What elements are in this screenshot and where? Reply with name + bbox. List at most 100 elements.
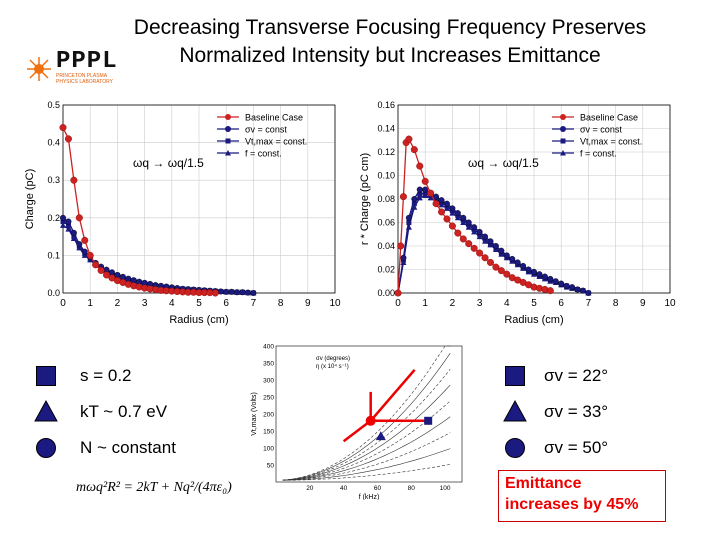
- diagram-y-tick: 100: [263, 446, 274, 453]
- data-point: [130, 277, 137, 284]
- diagram-y-label: Vt,max (Volts): [251, 392, 258, 436]
- data-point: [234, 289, 241, 296]
- data-point: [558, 280, 565, 287]
- param-n: N ~ constant: [80, 438, 176, 457]
- data-point: [536, 271, 543, 278]
- diagram-x-label: f (kHz): [359, 494, 380, 500]
- data-point: [541, 273, 548, 280]
- x-tick-label: 7: [586, 298, 592, 309]
- sigma-22: σv = 22°: [544, 366, 609, 385]
- data-point: [443, 200, 450, 207]
- data-point: [228, 288, 235, 295]
- data-point: [421, 177, 429, 185]
- frequency-diagram: 400 350 300 250 200 150 100 50 20 40 60 80 100 Vt,max…: [251, 344, 463, 500]
- diagram-y-tick: 250: [263, 395, 274, 402]
- data-point: [525, 266, 532, 273]
- diagram-curve: [282, 353, 451, 481]
- legend-entry: σv = const: [245, 125, 287, 135]
- y-tick-label: 0.00: [377, 288, 395, 298]
- param-kt: kT ~ 0.7 eV: [80, 402, 168, 421]
- x-tick-label: 5: [196, 298, 202, 309]
- y-tick-label: 0.04: [377, 241, 395, 251]
- annotation-label: ωq → ωq/1.5: [468, 156, 539, 170]
- square-marker: [36, 366, 56, 386]
- emittance-line-2: increases by 45%: [505, 496, 639, 513]
- x-tick-label: 8: [278, 298, 284, 309]
- data-point: [239, 289, 246, 296]
- x-tick-label: 0: [60, 298, 66, 309]
- legend-entry: Vt,max = const.: [245, 137, 307, 147]
- y-tick-label: 0.06: [377, 218, 395, 228]
- data-point: [65, 218, 72, 225]
- formula-text: mωq²R² = 2kT + Nq²/(4πε₀): [76, 480, 232, 495]
- x-tick-label: 1: [422, 298, 428, 309]
- data-point: [454, 210, 461, 217]
- data-point: [492, 263, 500, 271]
- emittance-line-1: Emittance: [505, 475, 582, 492]
- data-point: [563, 282, 570, 289]
- diagram-legend-2: η (x 10⁴ s⁻¹): [316, 363, 349, 370]
- legend-entry: Vt,max = const.: [580, 137, 642, 147]
- diagram-y-tick: 150: [263, 429, 274, 436]
- data-point: [97, 266, 105, 274]
- x-tick-label: 2: [115, 298, 121, 309]
- data-point: [411, 201, 417, 207]
- data-point: [574, 286, 581, 293]
- data-point: [244, 289, 251, 296]
- data-point: [92, 261, 100, 269]
- diagram-x-tick: 100: [440, 485, 451, 492]
- data-point: [465, 219, 472, 226]
- data-point: [416, 194, 423, 201]
- triangle-point: [375, 431, 386, 441]
- diagram-x-tick: 40: [340, 485, 348, 492]
- red-point: [365, 415, 376, 426]
- data-point: [443, 215, 451, 223]
- data-point: [71, 234, 77, 240]
- data-point: [416, 162, 424, 170]
- sigma-50: σv = 50°: [544, 438, 609, 457]
- data-point: [497, 267, 505, 275]
- data-point: [498, 247, 505, 254]
- x-tick-label: 9: [305, 298, 311, 309]
- data-point: [487, 238, 494, 245]
- triangle-marker: [34, 400, 58, 422]
- data-point: [250, 289, 257, 296]
- y-tick-label: 0.14: [377, 124, 395, 134]
- data-point: [64, 135, 72, 143]
- legend-entry: f = const.: [245, 149, 282, 159]
- data-point: [530, 268, 537, 275]
- legend-marker: [225, 138, 231, 144]
- y-tick-label: 0.10: [377, 171, 395, 181]
- legend-marker: [560, 138, 566, 144]
- data-point: [70, 229, 77, 236]
- diagram-curve: [282, 448, 451, 481]
- x-tick-label: 10: [329, 298, 341, 309]
- data-point: [476, 249, 484, 257]
- legend-marker: [225, 126, 231, 132]
- triangle-marker-right: [503, 400, 527, 422]
- plot-frame: [397, 104, 671, 294]
- legend-marker: [560, 114, 566, 120]
- data-point: [432, 200, 440, 208]
- data-point: [411, 195, 418, 202]
- data-point: [417, 191, 423, 197]
- circle-marker-right: [505, 438, 525, 458]
- legend-marker: [560, 126, 566, 132]
- x-tick-label: 2: [450, 298, 456, 309]
- red-line-d2: [342, 419, 372, 443]
- y-tick-label: 0.0: [47, 288, 60, 298]
- data-point: [405, 214, 412, 221]
- x-tick-label: 0: [395, 298, 401, 309]
- diagram-curve: [282, 345, 451, 481]
- data-point: [460, 214, 467, 221]
- data-point: [65, 222, 71, 228]
- x-tick-label: 7: [251, 298, 257, 309]
- data-point: [438, 208, 446, 216]
- param-s: s = 0.2: [80, 366, 132, 385]
- legend-marker: [560, 150, 566, 156]
- data-point: [400, 254, 407, 261]
- diagram-y-tick: 300: [263, 378, 274, 385]
- legend-marker: [225, 114, 231, 120]
- data-point: [65, 225, 72, 232]
- logo-text: PPPL: [56, 48, 118, 75]
